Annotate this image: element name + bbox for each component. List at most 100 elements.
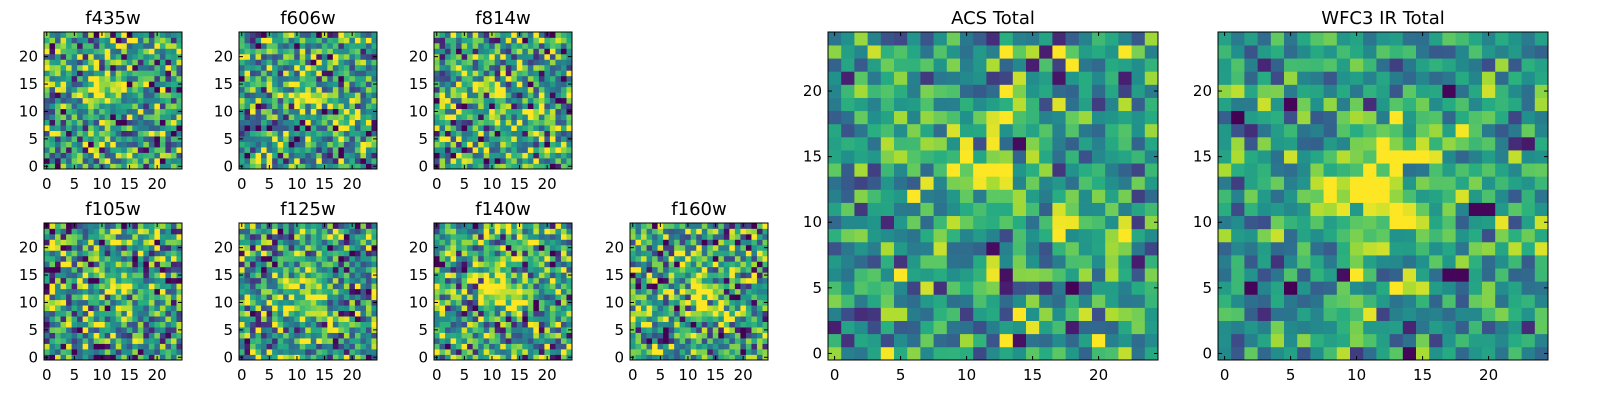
heatmap-cell [1026, 189, 1040, 203]
heatmap-cell [450, 349, 457, 355]
heatmap-cell [445, 266, 451, 273]
heatmap-cell [159, 64, 166, 71]
heatmap-cell [880, 333, 895, 348]
heatmap-cell [66, 299, 72, 306]
heatmap-cell [126, 261, 133, 268]
heatmap-cell [1118, 346, 1132, 361]
heatmap-cell [365, 321, 372, 328]
heatmap-cell [630, 332, 636, 339]
heatmap-cell [516, 255, 523, 262]
heatmap-cell [445, 48, 451, 55]
heatmap-cell [641, 321, 647, 328]
heatmap-cell [646, 321, 653, 328]
heatmap-cell [250, 163, 256, 170]
heatmap-cell [104, 299, 111, 306]
heatmap-cell [294, 53, 301, 60]
heatmap-cell [472, 332, 479, 339]
heatmap-cell [461, 97, 468, 104]
heatmap-cell [143, 64, 150, 71]
heatmap-cell [494, 70, 501, 77]
heatmap-cell [635, 255, 642, 262]
heatmap-cell [60, 223, 67, 229]
heatmap-cell [349, 114, 356, 121]
heatmap-cell [82, 48, 89, 55]
heatmap-cell [745, 343, 752, 350]
heatmap-cell [505, 97, 512, 104]
heatmap-cell [55, 125, 61, 131]
heatmap-cell [439, 37, 446, 44]
heatmap-cell [299, 244, 306, 251]
heatmap-cell [104, 261, 111, 268]
heatmap-cell [549, 354, 556, 361]
panel-title: f140w [475, 199, 530, 220]
heatmap-cell [729, 255, 736, 262]
heatmap-cell [154, 147, 161, 153]
heatmap-cell [365, 152, 372, 159]
heatmap-cell [707, 233, 714, 240]
heatmap-cell [82, 349, 89, 355]
heatmap-cell [343, 81, 350, 88]
heatmap-cell [635, 244, 642, 251]
heatmap-cell [299, 294, 306, 301]
heatmap-cell [110, 349, 117, 355]
heatmap-cell [907, 228, 921, 243]
y-tick-label: 20 [409, 48, 428, 66]
heatmap-cell [450, 305, 457, 312]
heatmap-cell [77, 92, 83, 99]
heatmap-cell [66, 277, 72, 284]
heatmap-cell [104, 239, 111, 246]
heatmap-cell [288, 233, 295, 240]
x-tick-label: 5 [460, 175, 470, 193]
heatmap-cell [756, 283, 763, 290]
heatmap-cell [505, 152, 512, 159]
heatmap-cell [99, 125, 106, 131]
heatmap-cell [527, 272, 534, 279]
heatmap-cell [77, 228, 83, 235]
heatmap-cell [566, 223, 573, 229]
x-tick-label: 5 [656, 366, 666, 384]
heatmap-cell [132, 250, 139, 257]
heatmap-cell [272, 255, 278, 262]
heatmap-cell [343, 305, 350, 312]
heatmap-cell [115, 250, 122, 257]
heatmap-cell [894, 189, 908, 203]
heatmap-cell [635, 354, 642, 361]
heatmap-cell [1105, 255, 1119, 269]
heatmap-cell [668, 332, 675, 339]
heatmap-cell [527, 294, 534, 301]
heatmap-cell [527, 108, 534, 115]
heatmap-cell [305, 42, 312, 49]
heatmap-cell [740, 283, 747, 290]
heatmap-cell [332, 283, 339, 290]
heatmap-cell [894, 150, 908, 164]
heatmap-cell [310, 37, 317, 44]
heatmap-cell [239, 48, 245, 55]
heatmap-cell [294, 37, 301, 44]
heatmap-cell [321, 75, 328, 82]
heatmap-cell [646, 272, 653, 279]
heatmap-cell [277, 349, 284, 355]
heatmap-cell [544, 125, 551, 131]
heatmap-cell [365, 255, 372, 262]
heatmap-cell [472, 59, 479, 66]
heatmap-cell [641, 277, 647, 284]
heatmap-cell [343, 125, 350, 131]
heatmap-cell [77, 338, 83, 344]
heatmap-cell [544, 244, 551, 251]
heatmap-cell [165, 130, 172, 137]
heatmap-cell [467, 272, 473, 279]
heatmap-cell [1065, 268, 1080, 282]
heatmap-cell [277, 81, 284, 88]
heatmap-cell [461, 147, 468, 153]
heatmap-cell [88, 136, 95, 142]
heatmap-cell [500, 272, 507, 279]
heatmap-cell [920, 281, 934, 295]
heatmap-cell [49, 75, 56, 82]
heatmap-cell [434, 288, 440, 295]
heatmap-cell [239, 42, 245, 49]
heatmap-cell [560, 250, 567, 257]
heatmap-cell [121, 130, 128, 137]
heatmap-cell [483, 147, 490, 153]
heatmap-cell [176, 48, 183, 55]
heatmap-cell [544, 64, 551, 71]
